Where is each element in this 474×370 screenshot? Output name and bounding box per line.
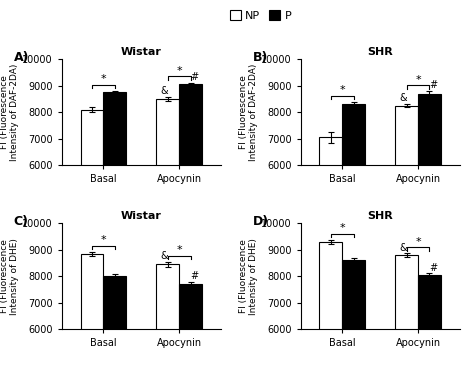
Bar [81,110,103,324]
Bar [156,99,179,324]
Bar [395,105,418,324]
Bar [103,276,126,370]
Title: SHR: SHR [367,211,393,221]
Bar [418,275,441,370]
Text: *: * [415,75,421,85]
Text: C): C) [14,215,29,228]
Text: D): D) [253,215,269,228]
Text: *: * [176,245,182,255]
Text: *: * [339,223,345,233]
Text: #: # [429,80,438,90]
Text: #: # [429,263,438,273]
Bar [319,242,342,370]
Bar [156,265,179,370]
Y-axis label: FI (Fluorescence
Intensity of DHE): FI (Fluorescence Intensity of DHE) [239,238,258,315]
Text: &: & [399,242,407,252]
Bar [342,104,365,324]
Bar [179,84,202,324]
Bar [319,137,342,324]
Bar [81,254,103,370]
Text: *: * [176,66,182,76]
Bar [395,255,418,370]
Title: Wistar: Wistar [121,211,162,221]
Y-axis label: FI (Fluorescence
Intensity of DAF-2DA): FI (Fluorescence Intensity of DAF-2DA) [239,64,258,161]
Text: #: # [190,271,199,281]
Text: *: * [415,237,421,247]
Text: &: & [160,86,168,96]
Text: *: * [100,74,106,84]
Title: Wistar: Wistar [121,47,162,57]
Text: *: * [339,85,345,95]
Text: &: & [160,251,168,261]
Text: #: # [190,72,199,82]
Text: *: * [100,235,106,245]
Legend: NP, P: NP, P [228,9,293,22]
Bar [418,94,441,324]
Bar [103,92,126,324]
Bar [179,284,202,370]
Bar [342,260,365,370]
Y-axis label: FI (Fluorescence
Intensity of DAF-2DA): FI (Fluorescence Intensity of DAF-2DA) [0,64,19,161]
Text: B): B) [253,51,268,64]
Text: A): A) [14,51,29,64]
Y-axis label: FI (Fluorescence
Intensity of DHE): FI (Fluorescence Intensity of DHE) [0,238,19,315]
Text: &: & [399,93,407,103]
Title: SHR: SHR [367,47,393,57]
